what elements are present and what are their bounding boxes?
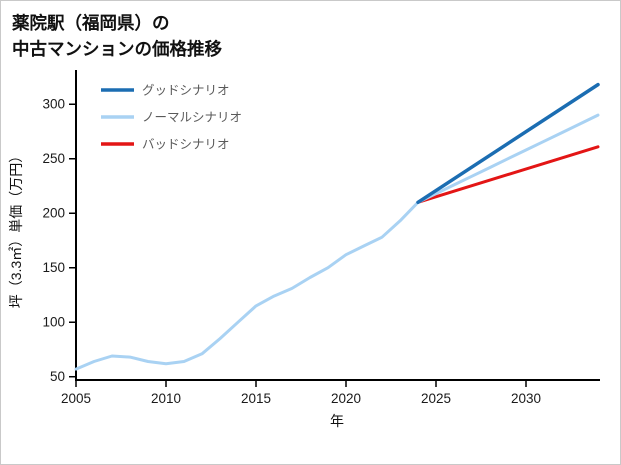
x-tick-label: 2010 bbox=[151, 391, 181, 406]
y-tick-label: 250 bbox=[42, 151, 65, 166]
legend-label-0: グッドシナリオ bbox=[142, 83, 230, 97]
chart-title: 薬院駅（福岡県）の 中古マンションの価格推移 bbox=[12, 10, 620, 63]
price-trend-chart: 2005 2010 2015 2020 2025 2030 50 100 150 200 250 30… bbox=[8, 69, 600, 429]
y-axis-title: 坪（3.3㎡）単価（万円） bbox=[8, 148, 24, 307]
chart-title-line-2: 中古マンションの価格推移 bbox=[12, 39, 222, 60]
y-tick-label: 300 bbox=[42, 96, 65, 111]
series-line-2 bbox=[416, 144, 600, 204]
x-tick-label: 2020 bbox=[331, 391, 361, 406]
x-tick-label: 2005 bbox=[61, 391, 91, 406]
y-tick-label: 150 bbox=[42, 260, 65, 275]
y-tick-label: 100 bbox=[42, 314, 65, 329]
legend-label-2: バッドシナリオ bbox=[142, 137, 230, 151]
x-tick-label: 2025 bbox=[421, 391, 451, 406]
x-tick-label: 2015 bbox=[241, 391, 271, 406]
x-tick-label: 2030 bbox=[511, 391, 541, 406]
x-axis-title: 年 bbox=[330, 413, 344, 429]
legend-label-1: ノーマルシナリオ bbox=[142, 110, 242, 124]
y-tick-label: 200 bbox=[42, 205, 65, 220]
series-line-0 bbox=[416, 82, 600, 204]
series-line-1 bbox=[74, 113, 600, 371]
chart-title-line-1: 薬院駅（福岡県）の bbox=[12, 13, 170, 33]
y-tick-label: 50 bbox=[50, 369, 65, 384]
